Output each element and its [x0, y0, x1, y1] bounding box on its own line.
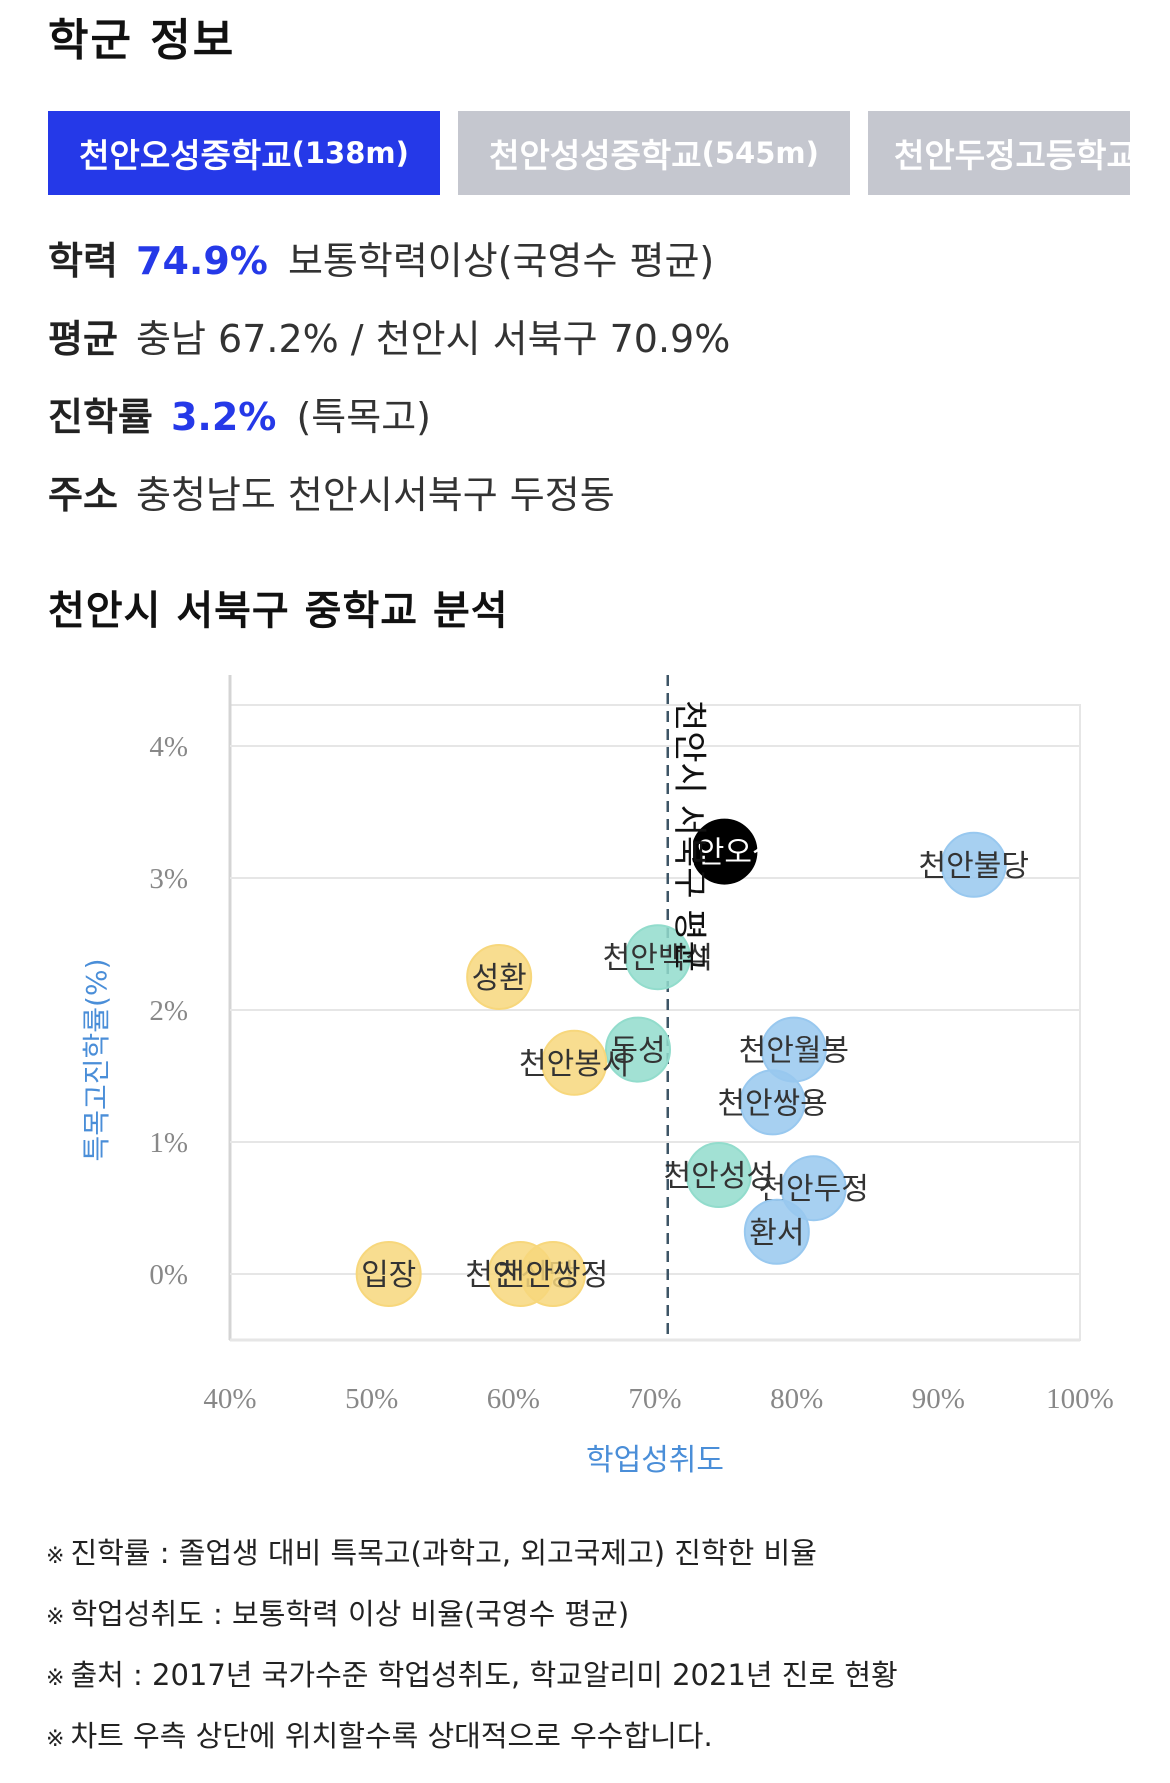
- note-text: 학업성취도 : 보통학력 이상 비율(국영수 평균): [70, 1597, 630, 1631]
- school-tabs: 천안오성중학교 (138m) 천안성성중학교 (545m) 천안두정고등학교: [48, 111, 1130, 195]
- data-point-label: 동성: [610, 1034, 665, 1069]
- y-tick-label: 2%: [149, 995, 188, 1027]
- data-point: [466, 944, 533, 1010]
- chart-title: 천안시 서북구 중학교 분석: [48, 588, 509, 634]
- achievement-desc: 보통학력이상(국영수 평균): [287, 239, 715, 283]
- data-point-label: 천안봉서: [519, 1047, 629, 1082]
- achievement-line: 학력 74.9% 보통학력이상(국영수 평균): [48, 230, 714, 285]
- achievement-value: 74.9%: [136, 239, 268, 283]
- average-line: 평균 충남 67.2% / 천안시 서북구 70.9%: [48, 308, 730, 363]
- note-mark: ※: [46, 1727, 65, 1752]
- address-label: 주소: [48, 473, 118, 517]
- average-text: 충남 67.2% / 천안시 서북구 70.9%: [136, 317, 731, 361]
- advancement-line: 진학률 3.2% (특목고): [48, 386, 431, 441]
- tab-school-distance: (545m): [701, 136, 819, 170]
- tab-school-0[interactable]: 천안오성중학교 (138m): [48, 111, 440, 195]
- y-tick-label: 3%: [149, 863, 188, 895]
- x-tick-label: 100%: [1046, 1383, 1114, 1415]
- achievement-label: 학력: [48, 239, 118, 283]
- data-point: [780, 1155, 847, 1222]
- address-line: 주소 충청남도 천안시서북구 두정동: [48, 464, 615, 519]
- x-tick-label: 40%: [203, 1383, 256, 1415]
- x-tick-label: 50%: [345, 1383, 398, 1415]
- data-point-label: 성환: [472, 961, 527, 996]
- advancement-desc: (특목고): [296, 395, 431, 439]
- data-point: [624, 924, 691, 991]
- x-tick-label: 90%: [912, 1383, 965, 1415]
- note-mark: ※: [46, 1666, 65, 1691]
- average-label: 평균: [48, 317, 118, 361]
- note-item: ※ 진학률 : 졸업생 대비 특목고(과학고, 외고국제고) 진학한 비율: [46, 1530, 1136, 1591]
- y-tick-label: 4%: [149, 731, 188, 763]
- tab-school-name: 천안성성중학교: [489, 136, 702, 175]
- data-point-label: 천안쌍정: [498, 1258, 608, 1293]
- data-point-label: 천안월봉: [739, 1034, 849, 1069]
- y-tick-label: 1%: [149, 1127, 188, 1159]
- note-text: 출처 : 2017년 국가수준 학업성취도, 학교알리미 2021년 진로 현황: [70, 1658, 898, 1692]
- tab-school-name: 천안오성중학교: [79, 136, 292, 175]
- tab-school-distance: (138m): [291, 136, 409, 170]
- notes: ※ 진학률 : 졸업생 대비 특목고(과학고, 외고국제고) 진학한 비율 ※ 학업…: [46, 1530, 1136, 1774]
- data-point-label: 입장: [361, 1258, 416, 1293]
- y-axis-label: 특목고진학률(%): [80, 958, 113, 1161]
- data-point-label: 천안성성: [664, 1159, 774, 1194]
- tab-school-1[interactable]: 천안성성중학교 (545m): [458, 111, 850, 195]
- data-point: [355, 1241, 422, 1307]
- y-tick-label: 0%: [149, 1259, 188, 1291]
- x-tick-label: 60%: [487, 1383, 540, 1415]
- section-title: 학군 정보: [48, 15, 236, 66]
- advancement-label: 진학률: [48, 395, 153, 439]
- x-tick-label: 80%: [770, 1383, 823, 1415]
- note-mark: ※: [46, 1544, 65, 1569]
- data-point-label: 천안쌍용: [717, 1086, 827, 1121]
- data-point-label: 천안백석: [603, 941, 713, 976]
- note-item: ※ 차트 우측 상단에 위치할수록 상대적으로 우수합니다.: [46, 1713, 1136, 1774]
- tab-school-name: 천안두정고등학교: [894, 136, 1130, 175]
- data-point-label: 환서: [749, 1216, 804, 1251]
- data-point: [739, 1069, 806, 1136]
- scatter-chart: 0% 1% 2% 3% 4% 40% 50% 60% 70% 80% 90% 100% 학업성취도 특목고…: [80, 675, 1114, 1478]
- x-axis-label: 학업성취도: [586, 1443, 724, 1478]
- address-text: 충청남도 천안시서북구 두정동: [136, 473, 615, 517]
- data-point: [605, 1016, 671, 1083]
- data-point-label: 천안오성: [669, 836, 779, 871]
- note-text: 진학률 : 졸업생 대비 특목고(과학고, 외고국제고) 진학한 비율: [70, 1536, 817, 1570]
- data-point: [541, 1029, 608, 1096]
- note-text: 차트 우측 상단에 위치할수록 상대적으로 우수합니다.: [70, 1719, 713, 1753]
- data-point: [520, 1241, 586, 1307]
- data-point-label: 천안불당: [919, 849, 1029, 884]
- data-point: [685, 1142, 752, 1208]
- tab-school-2[interactable]: 천안두정고등학교: [868, 111, 1130, 195]
- advancement-value: 3.2%: [170, 395, 277, 439]
- data-point: [691, 818, 758, 885]
- note-item: ※ 출처 : 2017년 국가수준 학업성취도, 학교알리미 2021년 진로 현…: [46, 1652, 1136, 1713]
- data-point: [743, 1198, 810, 1265]
- reference-line-label: 천안시 서북구 평균: [669, 700, 709, 972]
- note-mark: ※: [46, 1605, 65, 1630]
- data-point: [940, 831, 1007, 898]
- x-tick-label: 70%: [628, 1383, 681, 1415]
- note-item: ※ 학업성취도 : 보통학력 이상 비율(국영수 평균): [46, 1591, 1136, 1652]
